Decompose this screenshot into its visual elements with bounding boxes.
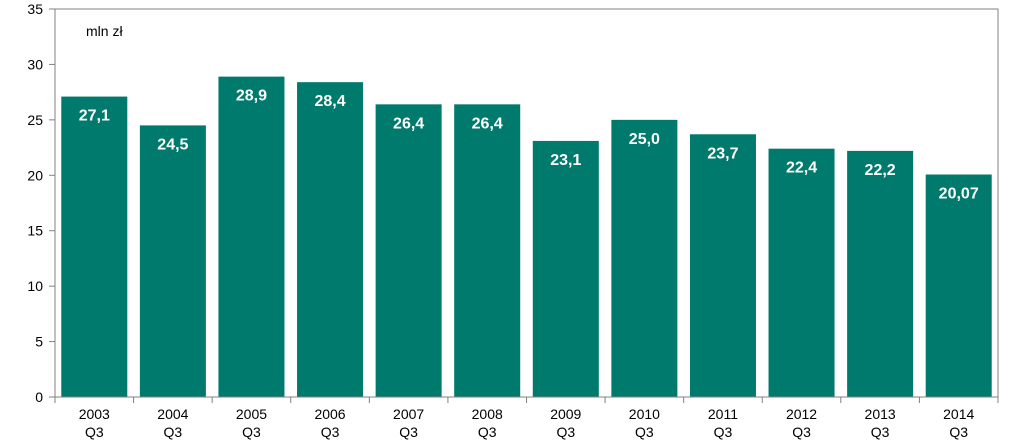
bar-value-label: 26,4 bbox=[393, 115, 424, 132]
bar bbox=[611, 119, 678, 397]
x-tick-label: Q3 bbox=[792, 424, 811, 440]
bar-labels-group: 27,1 24,5 28,9 28,4 26,4 26,4 23,1 25,0 23,7 22,4… bbox=[79, 88, 979, 203]
bar bbox=[847, 150, 914, 397]
bar-value-label: 27,1 bbox=[79, 108, 110, 125]
y-tick-label: 35 bbox=[27, 1, 43, 17]
x-tick-label: Q3 bbox=[321, 424, 340, 440]
bar-value-label: 28,4 bbox=[314, 93, 345, 110]
bar-value-label: 25,0 bbox=[629, 131, 660, 148]
y-tick-label: 15 bbox=[27, 223, 43, 239]
x-tick-label: 2005 bbox=[236, 406, 267, 422]
y-tick-label: 10 bbox=[27, 278, 43, 294]
y-tick-label: 20 bbox=[27, 167, 43, 183]
unit-label: mln zł bbox=[86, 23, 123, 39]
x-tick-label: 2013 bbox=[865, 406, 896, 422]
x-tick-label: 2012 bbox=[786, 406, 817, 422]
bar bbox=[454, 104, 521, 397]
bar bbox=[768, 148, 835, 397]
bar-value-label: 26,4 bbox=[472, 115, 503, 132]
y-tick-label: 0 bbox=[35, 389, 43, 405]
bar-value-label: 24,5 bbox=[157, 136, 188, 153]
bar bbox=[532, 140, 599, 398]
x-tick-label: Q3 bbox=[714, 424, 733, 440]
bar bbox=[139, 125, 206, 398]
bar bbox=[375, 104, 442, 397]
bars-group bbox=[61, 76, 992, 398]
bar bbox=[61, 96, 128, 397]
y-tick-label: 25 bbox=[27, 112, 43, 128]
x-tick-label: Q3 bbox=[635, 424, 654, 440]
x-tick-label: 2014 bbox=[943, 406, 974, 422]
bar bbox=[925, 174, 992, 397]
x-tick-label: 2006 bbox=[314, 406, 345, 422]
y-tick-label: 5 bbox=[35, 334, 43, 350]
x-tick-label: 2007 bbox=[393, 406, 424, 422]
x-tick-label: 2008 bbox=[472, 406, 503, 422]
bar-value-label: 23,1 bbox=[550, 152, 581, 169]
x-tick-label: Q3 bbox=[164, 424, 183, 440]
bar-value-label: 20,07 bbox=[939, 186, 979, 203]
bar bbox=[218, 76, 285, 397]
bar-value-label: 22,2 bbox=[865, 162, 896, 179]
x-tick-label: Q3 bbox=[871, 424, 890, 440]
bar-value-label: 22,4 bbox=[786, 160, 817, 177]
x-tick-label: 2011 bbox=[708, 406, 738, 422]
x-tick-label: Q3 bbox=[242, 424, 261, 440]
x-tick-label: 2003 bbox=[79, 406, 110, 422]
x-tick-label: Q3 bbox=[399, 424, 418, 440]
bar-value-label: 23,7 bbox=[707, 145, 738, 162]
x-tick-label: Q3 bbox=[949, 424, 968, 440]
x-tick-label: Q3 bbox=[556, 424, 575, 440]
x-tick-label: Q3 bbox=[478, 424, 497, 440]
x-axis: 2003 Q3 2004 Q3 2005 Q3 2006 Q3 2007 Q3 2008 Q3 2009… bbox=[54, 397, 999, 440]
bar bbox=[297, 82, 364, 397]
bar bbox=[689, 134, 756, 398]
x-tick-label: 2010 bbox=[629, 406, 660, 422]
x-tick-label: 2009 bbox=[550, 406, 581, 422]
x-tick-label: Q3 bbox=[85, 424, 104, 440]
bar-value-label: 28,9 bbox=[236, 88, 267, 105]
y-tick-label: 30 bbox=[27, 56, 43, 72]
x-tick-label: 2004 bbox=[157, 406, 188, 422]
